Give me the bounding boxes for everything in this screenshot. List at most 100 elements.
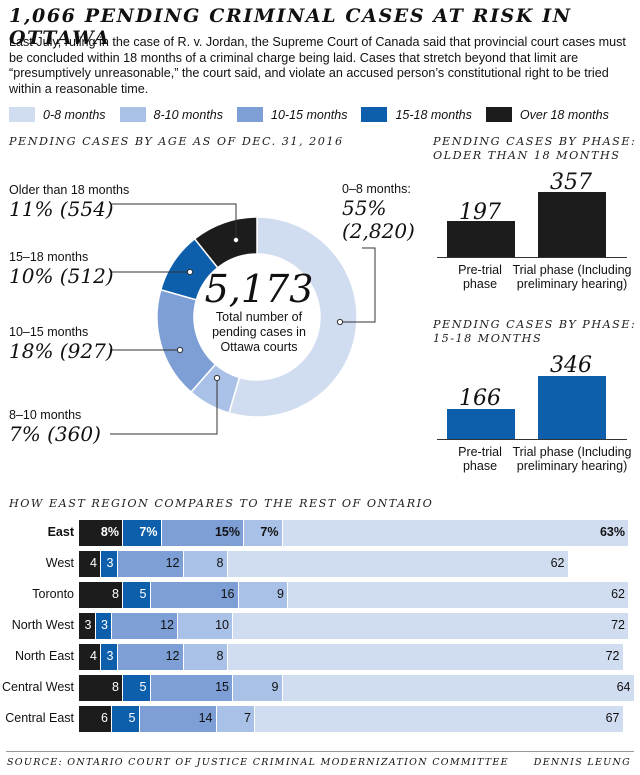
donut-slice bbox=[193, 216, 258, 269]
phase-1518-trial-label: Trial phase (Including preliminary heari… bbox=[512, 445, 632, 473]
leader-dot bbox=[176, 346, 184, 354]
bar-segment-label: 4 bbox=[90, 649, 97, 663]
bar-segment: 3 bbox=[95, 613, 112, 639]
bar-segment-label: 15% bbox=[214, 525, 240, 539]
label-0-8: 0–8 months: 55% (2,820) bbox=[342, 181, 415, 243]
bar-segment: 67 bbox=[255, 706, 624, 732]
phase-older-trial-label: Trial phase (Including preliminary heari… bbox=[512, 263, 632, 291]
bar-segment: 8 bbox=[183, 551, 228, 577]
legend-label: 8-10 months bbox=[153, 107, 224, 122]
bar-segment: 8% bbox=[79, 520, 123, 546]
phase-older-trial-value: 357 bbox=[550, 170, 592, 195]
bar-segment: 72 bbox=[233, 613, 629, 639]
label-8-10-value: 7% (360) bbox=[9, 422, 101, 446]
footer-rule bbox=[6, 751, 634, 752]
bar-segment: 63% bbox=[282, 520, 629, 546]
bar-segment: 5 bbox=[123, 582, 151, 608]
bar-segment: 3 bbox=[101, 551, 118, 577]
phase-1518-pretrial-bar bbox=[447, 409, 515, 439]
label-10-15: 10–15 months 18% (927) bbox=[9, 324, 114, 363]
bar-segment-label: 8% bbox=[100, 525, 119, 539]
bar-segment: 3 bbox=[101, 644, 118, 670]
bar-segment-label: 64 bbox=[616, 680, 631, 694]
total-number: 5,173 bbox=[204, 267, 314, 311]
phase-1518-title: PENDING CASES BY PHASE: 15-18 MONTHS bbox=[433, 318, 637, 345]
bar-segment: 7 bbox=[216, 706, 255, 732]
leader-dot bbox=[336, 318, 344, 326]
bar-segment: 9 bbox=[233, 675, 283, 701]
region-label: East bbox=[47, 525, 74, 539]
region-label: Central East bbox=[5, 711, 74, 725]
phase-1518-baseline bbox=[437, 439, 627, 440]
legend-label: 15-18 months bbox=[395, 107, 472, 122]
donut-center: 5,173 Total number of pending cases in O… bbox=[195, 268, 323, 355]
bar-segment-label: 14 bbox=[198, 711, 213, 725]
bar-segment-label: 3 bbox=[101, 618, 108, 632]
bar-segment-label: 16 bbox=[220, 587, 235, 601]
bar-segment-label: 62 bbox=[611, 587, 625, 601]
label-0-8-pct: 55% bbox=[342, 196, 387, 220]
bar-segment-label: 3 bbox=[106, 556, 114, 570]
legend-label: 0-8 months bbox=[43, 107, 106, 122]
bar-segment-label: 8 bbox=[216, 649, 224, 663]
bar-segment-label: 63% bbox=[599, 525, 625, 539]
region-label: West bbox=[45, 556, 74, 570]
bar-segment: 15 bbox=[150, 675, 233, 701]
bar-segment-label: 7% bbox=[139, 525, 158, 539]
phase-older-trial-bar bbox=[538, 192, 606, 257]
bar-segment-label: 62 bbox=[550, 556, 565, 570]
bar-segment: 9 bbox=[238, 582, 288, 608]
legend-item: Over 18 months bbox=[485, 107, 609, 122]
bar-segment: 8 bbox=[183, 644, 228, 670]
leader-dot bbox=[213, 374, 221, 382]
phase-older-baseline bbox=[437, 257, 627, 258]
total-caption: Total number of pending cases in Ottawa … bbox=[212, 310, 306, 354]
leader-line bbox=[110, 378, 218, 435]
phase-1518-trial-value: 346 bbox=[550, 353, 592, 378]
label-0-8-name: 0–8 months: bbox=[342, 182, 411, 196]
bar-segment-label: 3 bbox=[84, 618, 92, 632]
bar-segment-label: 72 bbox=[611, 618, 625, 632]
bar-segment: 8 bbox=[79, 582, 123, 608]
donut-chart bbox=[110, 203, 376, 435]
bar-segment: 14 bbox=[139, 706, 217, 732]
label-8-10: 8–10 months 7% (360) bbox=[9, 407, 101, 446]
phase-older-pretrial-value: 197 bbox=[459, 200, 501, 225]
bar-segment: 62 bbox=[288, 582, 629, 608]
region-label: Central West bbox=[1, 680, 74, 694]
legend-swatch bbox=[119, 107, 146, 122]
bar-segment: 3 bbox=[79, 613, 96, 639]
label-over-18-value: 11% (554) bbox=[9, 197, 114, 221]
bar-segment: 15% bbox=[161, 520, 244, 546]
region-label: North East bbox=[14, 649, 74, 663]
bar-segment-label: 8 bbox=[216, 556, 224, 570]
bar-segment-label: 3 bbox=[106, 649, 114, 663]
bar-segment-label: 12 bbox=[165, 649, 180, 663]
bar-segment: 12 bbox=[117, 644, 184, 670]
bar-segment: 5 bbox=[123, 675, 151, 701]
legend-item: 10-15 months bbox=[237, 107, 347, 122]
region-label: North West bbox=[11, 618, 74, 632]
legend: 0-8 months 8-10 months 10-15 months 15-18 m… bbox=[9, 107, 623, 122]
bar-segment: 12 bbox=[117, 551, 184, 577]
donut-section-title: PENDING CASES BY AGE AS OF DEC. 31, 2016 bbox=[9, 135, 344, 148]
bar-segment-label: 9 bbox=[271, 680, 279, 694]
east-comparison-title: HOW EAST REGION COMPARES TO THE REST OF … bbox=[9, 497, 434, 510]
leader-dot bbox=[186, 268, 194, 276]
bar-segment-label: 8 bbox=[112, 587, 119, 601]
bar-segment-label: 67 bbox=[605, 711, 620, 725]
phase-1518-trial-bar bbox=[538, 376, 606, 439]
bar-segment: 4 bbox=[79, 644, 101, 670]
legend-swatch bbox=[9, 107, 35, 122]
bar-segment-label: 9 bbox=[277, 587, 284, 601]
bar-segment: 5 bbox=[112, 706, 140, 732]
bar-segment: 6 bbox=[79, 706, 112, 732]
label-8-10-name: 8–10 months bbox=[9, 408, 82, 422]
bar-segment-label: 6 bbox=[101, 711, 108, 725]
bar-segment-label: 72 bbox=[605, 649, 620, 663]
bar-segment: 12 bbox=[112, 613, 178, 639]
bar-segment: 64 bbox=[282, 675, 635, 701]
bar-segment: 62 bbox=[227, 551, 569, 577]
bar-segment: 4 bbox=[79, 551, 101, 577]
bar-segment-label: 7 bbox=[244, 711, 251, 725]
